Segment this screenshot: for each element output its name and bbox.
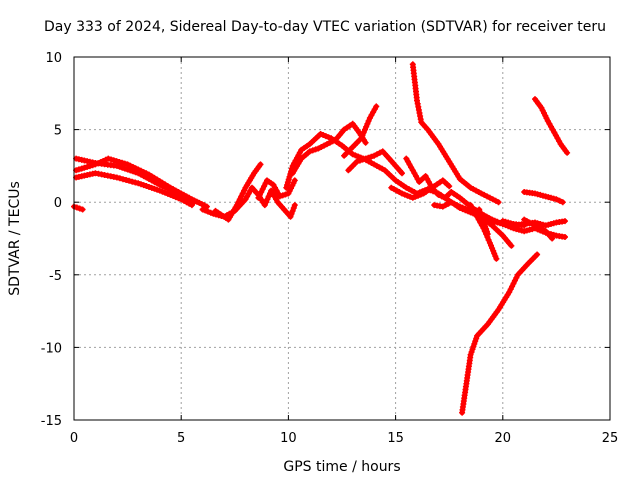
series-trace-14 (409, 61, 502, 206)
series-trace-2 (73, 155, 210, 210)
series-markers (255, 177, 298, 201)
series-trace-11 (345, 148, 405, 177)
series-trace-20 (532, 96, 571, 156)
plot-frame (73, 56, 611, 421)
series-trace-10 (341, 103, 380, 159)
grid-lines (74, 57, 610, 420)
series-markers (341, 103, 380, 159)
series-markers (476, 206, 491, 238)
series-trace-4 (71, 203, 86, 213)
series-line (410, 61, 501, 205)
series-markers (521, 216, 556, 242)
series-trace-19 (521, 189, 566, 206)
series-trace-7 (255, 177, 298, 201)
series-markers (521, 189, 566, 206)
series-trace-21 (521, 216, 556, 242)
series-trace-3 (73, 170, 195, 209)
y-axis-label: SDTVAR / TECUs (7, 181, 23, 296)
x-tick-label: 15 (387, 431, 404, 446)
y-tick-label: -10 (41, 341, 62, 356)
series-markers (459, 251, 541, 416)
chart-title: Day 333 of 2024, Sidereal Day-to-day VTE… (44, 19, 606, 35)
x-axis-label: GPS time / hours (283, 459, 400, 475)
series-markers (212, 161, 264, 223)
y-tick-label: -15 (41, 414, 62, 429)
series-markers (532, 96, 571, 156)
series-markers (345, 148, 405, 177)
x-tick-label: 10 (280, 431, 297, 446)
series-markers (73, 155, 210, 210)
series-trace-22 (499, 218, 528, 229)
y-tick-label: -5 (49, 269, 62, 284)
x-tick-label: 25 (602, 431, 619, 446)
series-group (71, 61, 571, 416)
series-trace-18 (459, 251, 541, 416)
x-tick-label: 5 (177, 431, 185, 446)
x-tick-label: 0 (70, 431, 78, 446)
series-line (459, 252, 540, 416)
series-markers (73, 170, 195, 209)
series-trace-6 (212, 161, 264, 223)
series-trace-16 (467, 202, 500, 262)
series-trace-17 (476, 206, 491, 238)
series-markers (409, 61, 502, 206)
axes: 0 5 10 15 20 25 -15 -10 -5 0 5 10 (41, 51, 619, 446)
x-tick-label: 20 (495, 431, 512, 446)
y-tick-label: 5 (54, 124, 62, 139)
y-tick-label: 0 (54, 196, 62, 211)
series-markers (499, 218, 528, 229)
y-tick-label: 10 (45, 51, 62, 66)
